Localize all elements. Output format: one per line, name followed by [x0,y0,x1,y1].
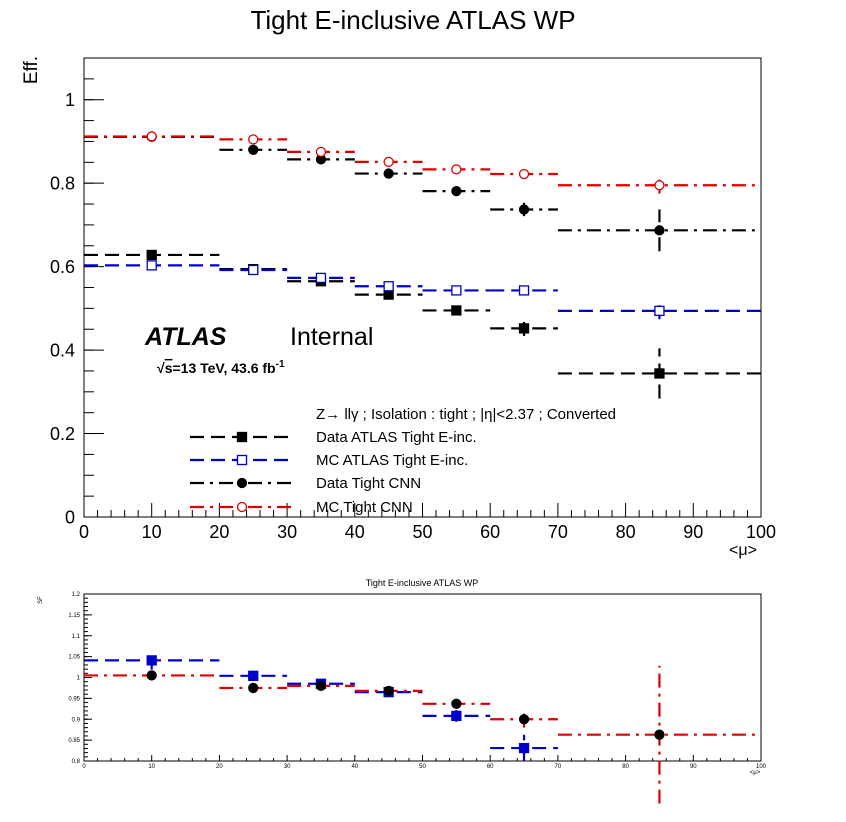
data-point [249,683,258,692]
series-sf-tight-cnn [84,666,761,804]
x-tick-label: 50 [412,522,432,542]
data-point [452,165,461,174]
data-point [655,369,664,378]
y-tick-label: 0.2 [50,424,75,444]
x-tick-label: 60 [480,522,500,542]
y-tick-label: 0.85 [68,738,80,744]
x-tick-label: 10 [142,522,162,542]
atlas-status-label: Internal [290,323,373,351]
data-point [147,132,156,141]
y-tick-label: 1.2 [72,592,81,598]
energy-lumi-label: √s=13 TeV, 43.6 fb-1 [157,359,285,376]
x-tick-label: 30 [284,764,291,770]
data-point [316,681,325,690]
ratio-x-axis-label: <μ> [750,770,761,776]
main-x-axis-label: <μ> [729,542,757,559]
data-point [520,286,529,295]
y-tick-label: 0.4 [50,340,75,360]
x-tick-label: 0 [82,764,86,770]
y-tick-label: 0.8 [50,173,75,193]
data-point [384,686,393,695]
legend-entry-label: MC Tight CNN [316,499,413,516]
data-point [655,730,664,739]
data-point [655,306,664,315]
main-plot-frame [84,58,761,517]
y-tick-label: 1.1 [72,634,81,640]
y-tick-label: 0.9 [72,717,81,723]
x-tick-label: 80 [622,764,629,770]
main-y-axis-label: Eff. [21,56,42,84]
data-point [249,145,258,154]
x-tick-label: 20 [209,522,229,542]
x-tick-label: 70 [548,522,568,542]
y-tick-label: 0.8 [72,759,81,765]
y-tick-label: 1 [65,90,75,110]
x-tick-label: 20 [216,764,223,770]
legend-entry-label: Data Tight CNN [316,475,421,492]
data-point [520,205,529,214]
y-tick-label: 1.05 [68,655,80,661]
series-sf-atlas-tight-e-inc- [84,651,558,761]
series-mc-tight-cnn [84,132,761,194]
data-point [520,324,529,333]
legend-marker [238,503,247,512]
data-point [384,157,393,166]
data-point [520,715,529,724]
data-point [249,671,258,680]
x-tick-label: 90 [690,764,697,770]
data-point [147,656,156,665]
legend-entry-label: MC ATLAS Tight E-inc. [316,452,468,469]
data-point [316,273,325,282]
legend-header: Z→ llγ ; Isolation : tight ; |η|<2.37 ; … [316,406,616,423]
x-tick-label: 0 [79,522,89,542]
data-point [316,147,325,156]
legend-marker [238,456,247,465]
legend: Z→ llγ ; Isolation : tight ; |η|<2.37 ; … [190,406,616,516]
data-point [147,250,156,259]
x-tick-label: 10 [148,764,155,770]
atlas-label: ATLAS [144,323,227,351]
legend-marker [238,479,247,488]
legend-entry-label: Data ATLAS Tight E-inc. [316,429,477,446]
data-point [147,671,156,680]
data-point [147,261,156,270]
data-point [384,290,393,299]
x-tick-label: 40 [345,522,365,542]
x-tick-label: 80 [616,522,636,542]
data-point [384,169,393,178]
x-tick-label: 90 [683,522,703,542]
x-tick-label: 40 [351,764,358,770]
y-tick-label: 1.15 [68,613,80,619]
x-tick-label: 30 [277,522,297,542]
y-tick-label: 0.95 [68,696,80,702]
ratio-y-axis-label: SF [38,596,44,604]
data-point [452,306,461,315]
data-point [249,265,258,274]
data-point [452,286,461,295]
main-chart-title: Tight E-inclusive ATLAS WP [250,5,575,35]
x-tick-label: 100 [746,522,776,542]
x-tick-label: 60 [487,764,494,770]
data-point [520,170,529,179]
y-tick-label: 0 [65,507,75,527]
data-point [655,181,664,190]
x-tick-label: 70 [555,764,562,770]
data-point [520,744,529,753]
ratio-chart-title: Tight E-inclusive ATLAS WP [366,578,479,588]
data-point [452,699,461,708]
legend-marker [238,433,247,442]
data-point [452,187,461,196]
data-point [655,226,664,235]
data-point [384,282,393,291]
data-point [249,135,258,144]
x-tick-label: 50 [419,764,426,770]
y-tick-label: 1 [77,676,81,682]
data-point [452,711,461,720]
y-tick-label: 0.6 [50,257,75,277]
